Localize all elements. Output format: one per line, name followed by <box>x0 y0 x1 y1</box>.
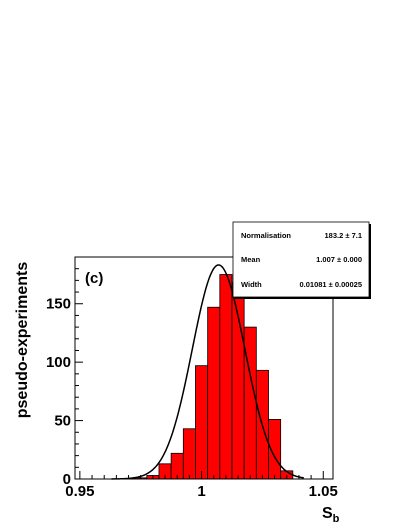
stats-label-mean: Mean <box>241 255 261 264</box>
y-tick-label: 0 <box>63 471 71 488</box>
stats-box-frame <box>232 221 370 298</box>
y-tick-label: 100 <box>46 354 71 371</box>
panel-label: (c) <box>85 270 103 287</box>
histogram-bar <box>243 326 257 480</box>
x-axis: 0.95 1 1.05 <box>65 471 338 500</box>
x-axis-title-main: S <box>322 505 333 522</box>
histogram-bar <box>219 274 233 480</box>
x-tick-label: 0.95 <box>65 483 94 500</box>
y-axis: 0 50 100 150 <box>46 256 83 488</box>
x-tick-label: 1.05 <box>309 483 338 500</box>
stats-box: Normalisation 183.2 ± 7.1 Mean 1.007 ± 0… <box>232 221 371 299</box>
x-axis-title: Sb <box>322 505 340 525</box>
stats-value-width: 0.01081 ± 0.00025 <box>299 280 362 289</box>
histogram-bars <box>134 274 294 480</box>
x-axis-title-subscript: b <box>333 513 340 525</box>
histogram-bar <box>182 428 196 480</box>
histogram-bar <box>207 306 221 480</box>
stats-box-shadow <box>369 224 371 299</box>
stats-value-normalisation: 183.2 ± 7.1 <box>325 231 362 240</box>
stats-label-width: Width <box>241 280 262 289</box>
y-axis-title: pseudo-experiments <box>14 262 31 419</box>
plot-frame <box>74 256 334 480</box>
stats-box-shadow-bottom <box>235 297 371 299</box>
gaussian-fit-curve <box>111 264 304 480</box>
stats-label-normalisation: Normalisation <box>241 231 291 240</box>
y-tick-label: 50 <box>54 413 71 430</box>
x-tick-label: 1 <box>197 483 205 500</box>
histogram-bar <box>231 282 245 480</box>
y-tick-label: 150 <box>46 296 71 313</box>
histogram-bar <box>195 365 209 480</box>
stats-value-mean: 1.007 ± 0.000 <box>316 255 362 264</box>
